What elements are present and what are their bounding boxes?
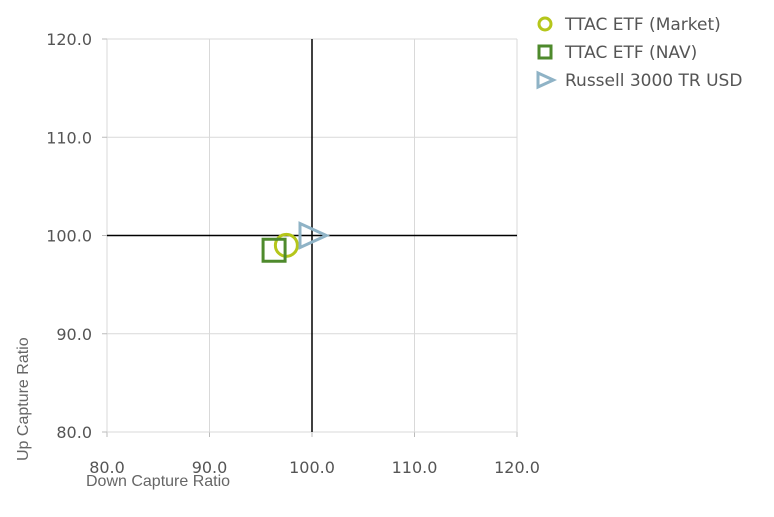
x-axis-ticks: 80.0 90.0 100.0 110.0 120.0 <box>89 458 540 477</box>
x-tick-label: 100.0 <box>289 458 335 477</box>
data-point-square <box>261 237 287 263</box>
x-tick-label: 110.0 <box>392 458 438 477</box>
y-axis-ticks: 80.0 90.0 100.0 110.0 120.0 <box>46 30 92 442</box>
legend-marker-circle <box>537 16 553 32</box>
y-tick-label: 80.0 <box>56 423 92 442</box>
reference-lines <box>107 39 517 432</box>
x-tick-label: 90.0 <box>192 458 228 477</box>
y-tick-label: 90.0 <box>56 325 92 344</box>
legend-marker-square <box>537 44 553 60</box>
y-tick-label: 110.0 <box>46 128 92 147</box>
legend-label: Russell 3000 TR USD <box>565 71 742 91</box>
y-tick-label: 120.0 <box>46 30 92 49</box>
legend-label: TTAC ETF (NAV) <box>564 43 697 63</box>
x-tick-label: 120.0 <box>494 458 540 477</box>
legend-marker-triangle-right <box>536 70 558 90</box>
x-axis-title: Down Capture Ratio <box>86 473 230 490</box>
x-tick-label: 80.0 <box>89 458 125 477</box>
data-points <box>261 221 331 263</box>
legend-label: TTAC ETF (Market) <box>564 15 721 35</box>
legend[interactable]: TTAC ETF (Market) TTAC ETF (NAV) Russell 3… <box>536 15 742 91</box>
y-axis-title: Up Capture Ratio <box>15 337 32 461</box>
data-point-triangle-right <box>298 221 331 250</box>
grid-lines <box>102 38 518 437</box>
y-tick-label: 100.0 <box>46 227 92 246</box>
